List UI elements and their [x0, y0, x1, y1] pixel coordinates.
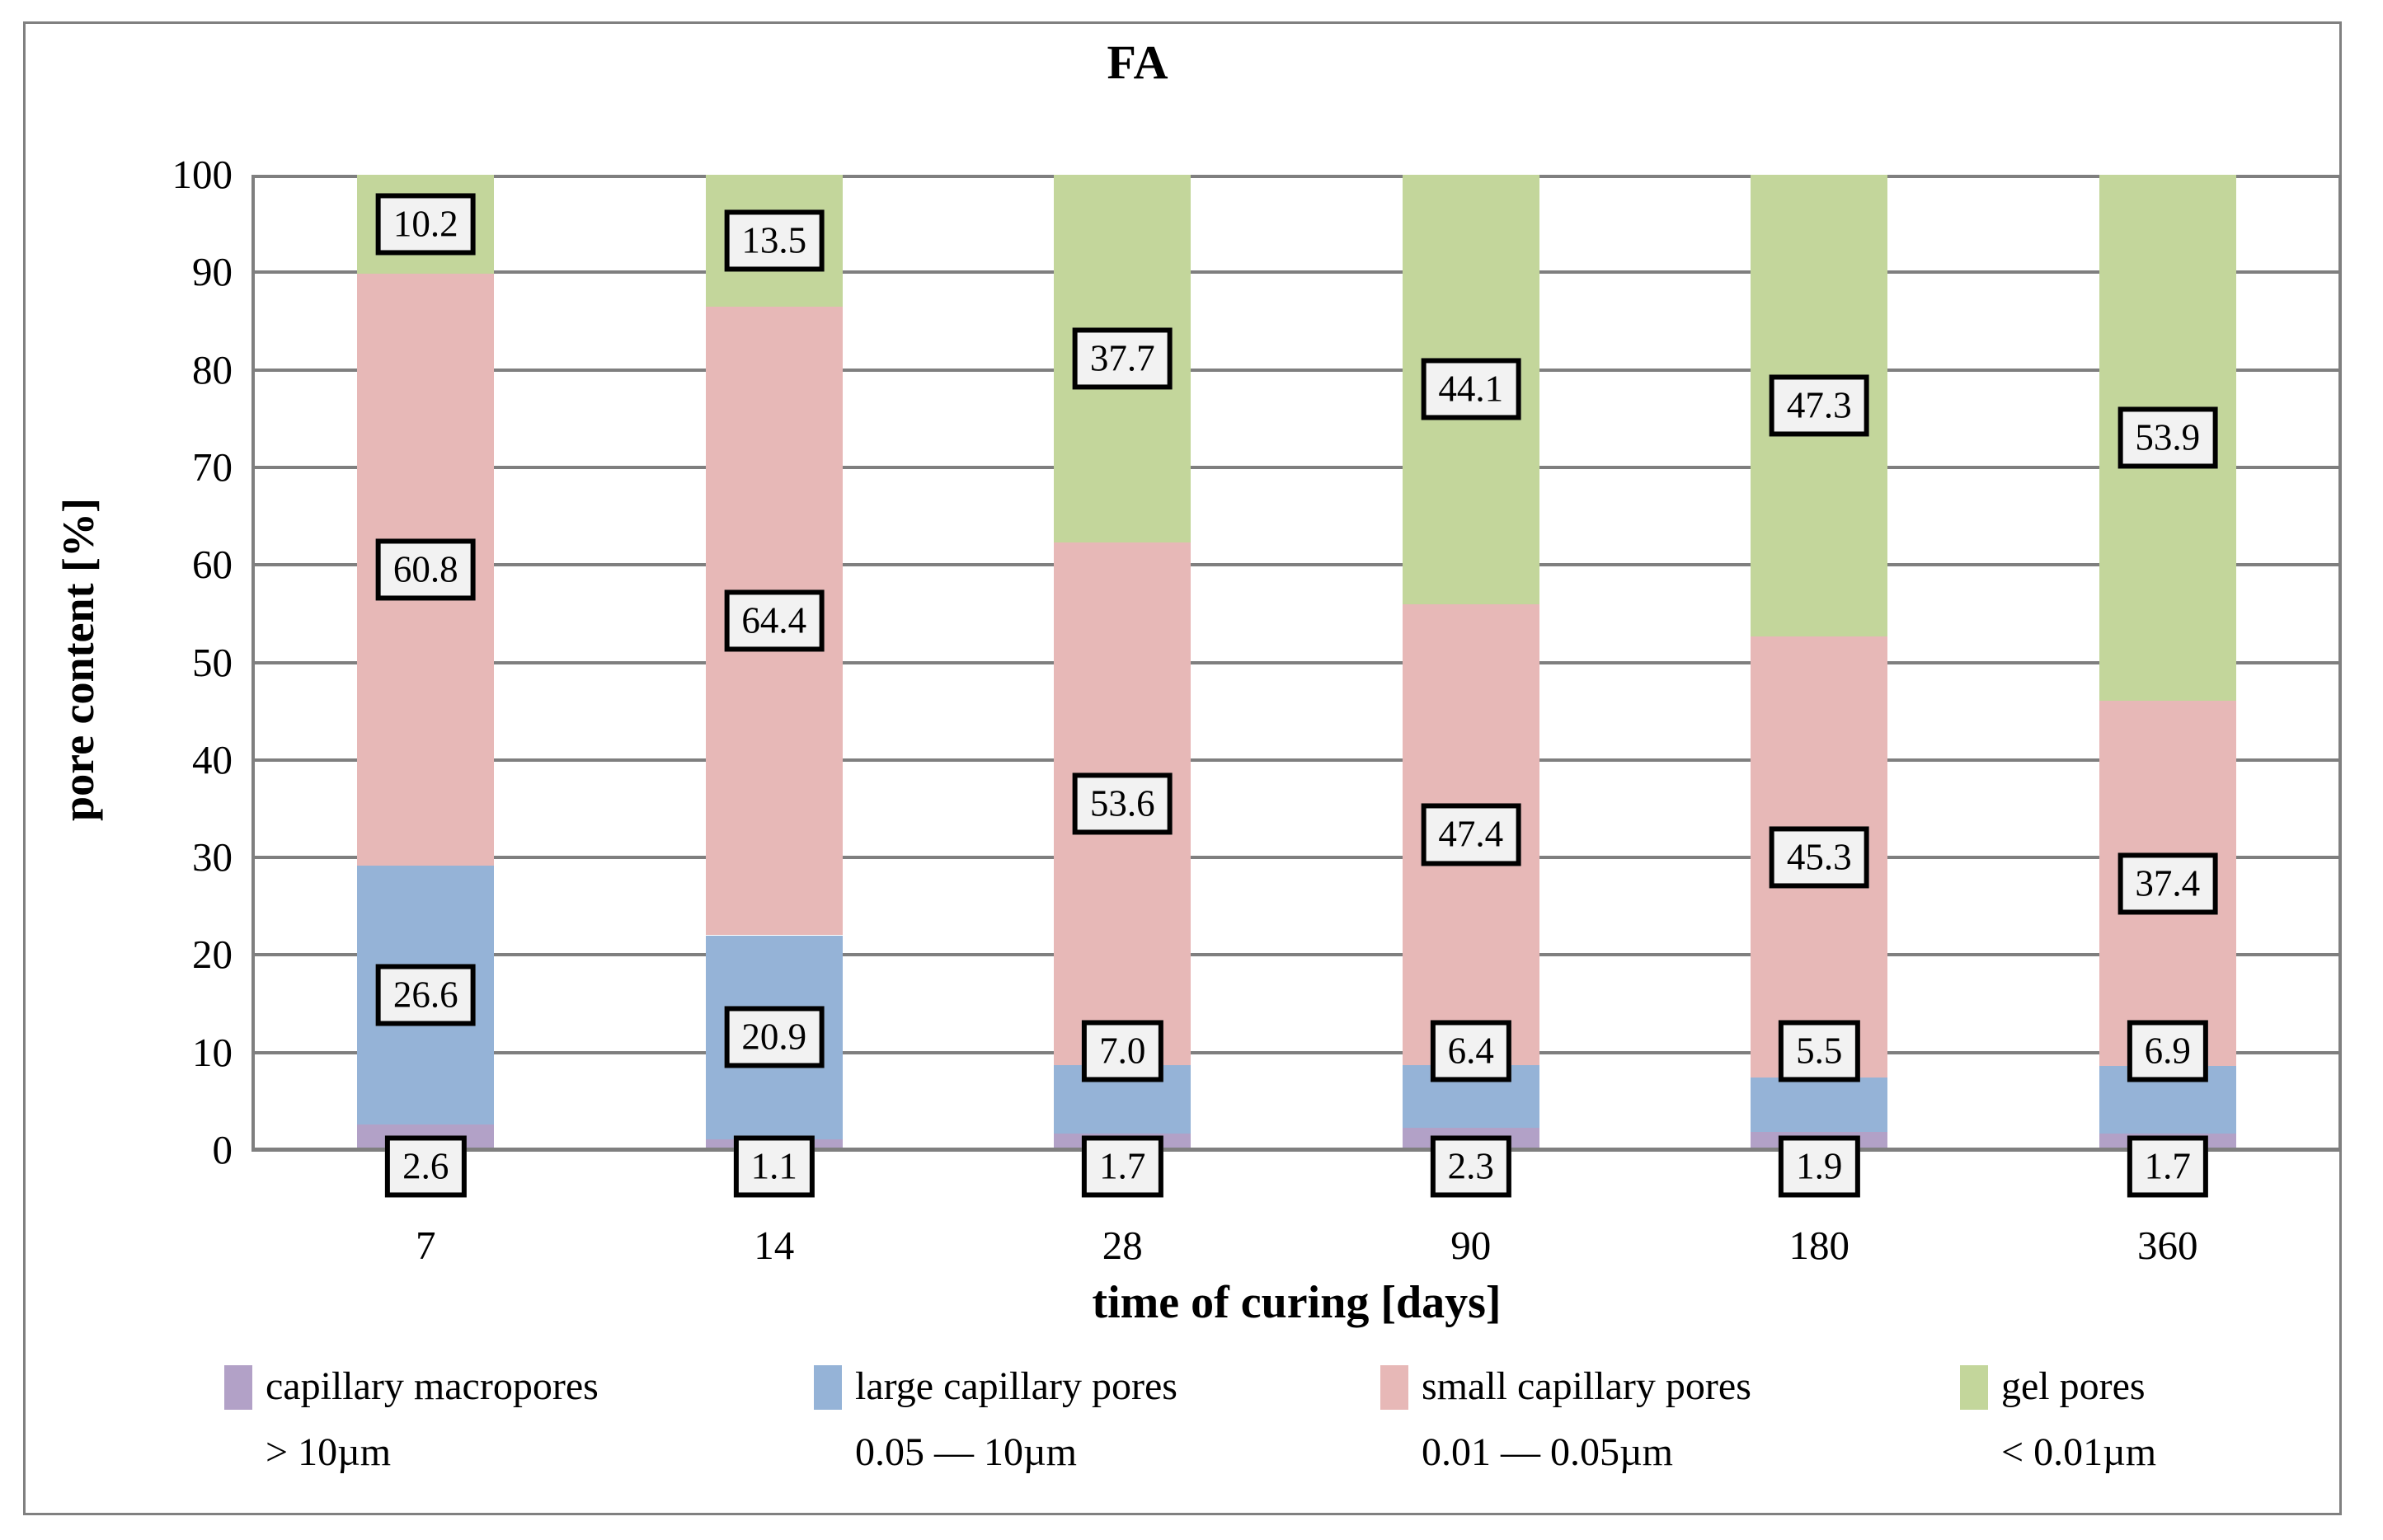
gridline [251, 953, 2342, 957]
y-tick-label: 40 [192, 736, 233, 782]
bar [1751, 175, 1888, 1150]
legend-label-line2: < 0.01µm [2001, 1430, 2157, 1474]
bar [2099, 175, 2236, 1150]
legend-label-line1: large capillary pores [855, 1364, 1177, 1408]
legend-swatch [814, 1365, 842, 1410]
gridline [251, 465, 2342, 469]
data-label: 45.3 [1769, 825, 1869, 889]
data-label: 13.5 [724, 209, 825, 272]
x-tick-label: 180 [1788, 1223, 1850, 1268]
y-tick-label: 50 [192, 639, 233, 685]
gridline [251, 368, 2342, 372]
x-axis-line [251, 1148, 2342, 1152]
chart-title: FA [1107, 35, 1169, 89]
legend-label-line1: gel pores [2001, 1364, 2146, 1408]
gridline [251, 856, 2342, 860]
data-label: 64.4 [724, 589, 825, 652]
data-label: 37.7 [1072, 327, 1173, 390]
legend-label-line2: 0.01 — 0.05µm [1422, 1430, 1673, 1474]
data-label: 53.9 [2117, 406, 2218, 469]
data-label: 60.8 [375, 538, 476, 601]
data-label: 1.7 [1082, 1135, 1163, 1198]
legend-swatch [1380, 1365, 1408, 1410]
bar [705, 175, 843, 1150]
data-label: 6.9 [2127, 1020, 2208, 1082]
y-tick-label: 60 [192, 542, 233, 588]
y-tick-label: 100 [172, 152, 233, 197]
data-label: 47.4 [1421, 803, 1521, 866]
gridline [251, 563, 2342, 567]
data-label: 53.6 [1072, 772, 1173, 835]
data-label: 1.9 [1779, 1135, 1860, 1198]
x-tick-label: 7 [416, 1223, 436, 1268]
legend-label-line2: 0.05 — 10µm [855, 1430, 1077, 1474]
data-label: 2.6 [385, 1135, 467, 1198]
bar-segment-large-capillary [1751, 1078, 1888, 1132]
plot-area [251, 175, 2342, 1152]
plot-border-top [251, 175, 2342, 178]
data-label: 1.1 [733, 1135, 815, 1198]
legend-swatch [224, 1365, 252, 1410]
y-tick-label: 30 [192, 834, 233, 880]
data-label: 26.6 [375, 964, 476, 1026]
y-tick-label: 90 [192, 249, 233, 295]
data-label: 20.9 [724, 1006, 825, 1068]
y-tick-label: 70 [192, 444, 233, 490]
data-label: 2.3 [1430, 1135, 1511, 1198]
legend-swatch [1960, 1365, 1988, 1410]
y-tick-label: 20 [192, 932, 233, 978]
x-tick-label: 28 [1102, 1223, 1143, 1268]
gridline [251, 758, 2342, 762]
data-label: 37.4 [2117, 852, 2218, 915]
x-tick-label: 90 [1450, 1223, 1492, 1268]
data-label: 5.5 [1779, 1020, 1860, 1082]
gridline [251, 660, 2342, 664]
data-label: 7.0 [1082, 1020, 1163, 1082]
y-tick-label: 10 [192, 1029, 233, 1075]
data-label: 10.2 [375, 193, 476, 256]
x-tick-label: 14 [754, 1223, 795, 1268]
legend-label-line1: capillary macropores [266, 1364, 599, 1408]
gridline [251, 1050, 2342, 1054]
x-tick-label: 360 [2137, 1223, 2198, 1268]
bar [1402, 175, 1539, 1150]
data-label: 44.1 [1421, 358, 1521, 420]
data-label: 47.3 [1769, 374, 1869, 437]
bar [1054, 175, 1192, 1150]
legend-label-line2: > 10µm [266, 1430, 392, 1474]
gridline [251, 270, 2342, 275]
data-label: 6.4 [1430, 1020, 1511, 1082]
y-tick-label: 0 [212, 1127, 233, 1172]
x-axis-title: time of curing [days] [1092, 1277, 1502, 1328]
data-label: 1.7 [2127, 1135, 2208, 1198]
legend-label-line1: small capillary pores [1422, 1364, 1751, 1408]
y-tick-label: 80 [192, 346, 233, 392]
